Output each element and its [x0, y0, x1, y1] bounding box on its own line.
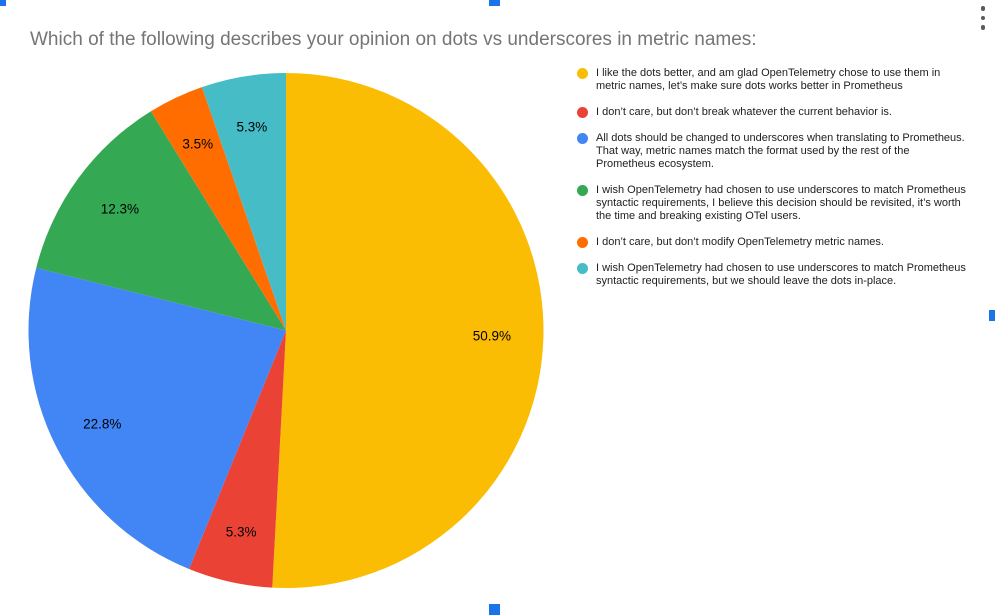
- pie-slice-4[interactable]: [150, 87, 286, 331]
- chart-legend: I like the dots better, and am glad Open…: [577, 67, 969, 301]
- slice-percent-label: 5.3%: [236, 119, 268, 135]
- legend-swatch-icon: [577, 133, 588, 144]
- slice-percent-label: 50.9%: [472, 328, 512, 344]
- slice-percent-label: 5.3%: [225, 524, 257, 540]
- selection-handle-bottom-center[interactable]: [489, 604, 500, 615]
- pie-slice-1[interactable]: [189, 330, 286, 588]
- legend-item-label: I like the dots better, and am glad Open…: [596, 67, 941, 92]
- pie-slice-0[interactable]: [272, 73, 544, 588]
- slice-percent-label: 12.3%: [100, 201, 139, 217]
- kebab-dot: [980, 6, 986, 11]
- legend-item-label: I don’t care, but don’t modify OpenTelem…: [596, 236, 884, 248]
- slice-percent-label: 22.8%: [83, 416, 122, 432]
- legend-item: All dots should be changed to underscore…: [577, 132, 969, 171]
- legend-item: I like the dots better, and am glad Open…: [577, 67, 969, 93]
- legend-item: I don’t care, but don’t modify OpenTelem…: [577, 236, 969, 249]
- legend-item: I wish OpenTelemetry had chosen to use u…: [577, 262, 969, 288]
- legend-item-label: All dots should be changed to underscore…: [596, 132, 965, 170]
- legend-swatch-icon: [577, 107, 588, 118]
- selection-handle-right-middle[interactable]: [989, 310, 995, 321]
- selection-handle-top-center[interactable]: [489, 0, 500, 6]
- legend-item-label: I wish OpenTelemetry had chosen to use u…: [596, 262, 966, 287]
- chart-title: Which of the following describes your op…: [30, 29, 757, 50]
- pie-slice-2[interactable]: [28, 267, 287, 570]
- kebab-dot: [980, 15, 986, 20]
- legend-swatch-icon: [577, 263, 588, 274]
- legend-swatch-icon: [577, 237, 588, 248]
- kebab-dot: [980, 25, 986, 30]
- legend-swatch-icon: [577, 68, 588, 79]
- slice-percent-label: 3.5%: [182, 136, 214, 152]
- pie-slice-5[interactable]: [201, 73, 286, 331]
- legend-swatch-icon: [577, 185, 588, 196]
- selection-handle-top-left[interactable]: [0, 0, 6, 6]
- pie-slice-3[interactable]: [36, 111, 286, 331]
- legend-item-label: I wish OpenTelemetry had chosen to use u…: [596, 184, 966, 222]
- pie-chart: 50.9% 5.3% 22.8% 12.3% 3.5% 5.3%: [28, 72, 544, 589]
- legend-item: I don’t care, but don’t break whatever t…: [577, 106, 969, 119]
- more-options-menu-icon[interactable]: [977, 6, 989, 30]
- legend-item-label: I don’t care, but don’t break whatever t…: [596, 106, 892, 118]
- legend-item: I wish OpenTelemetry had chosen to use u…: [577, 184, 969, 223]
